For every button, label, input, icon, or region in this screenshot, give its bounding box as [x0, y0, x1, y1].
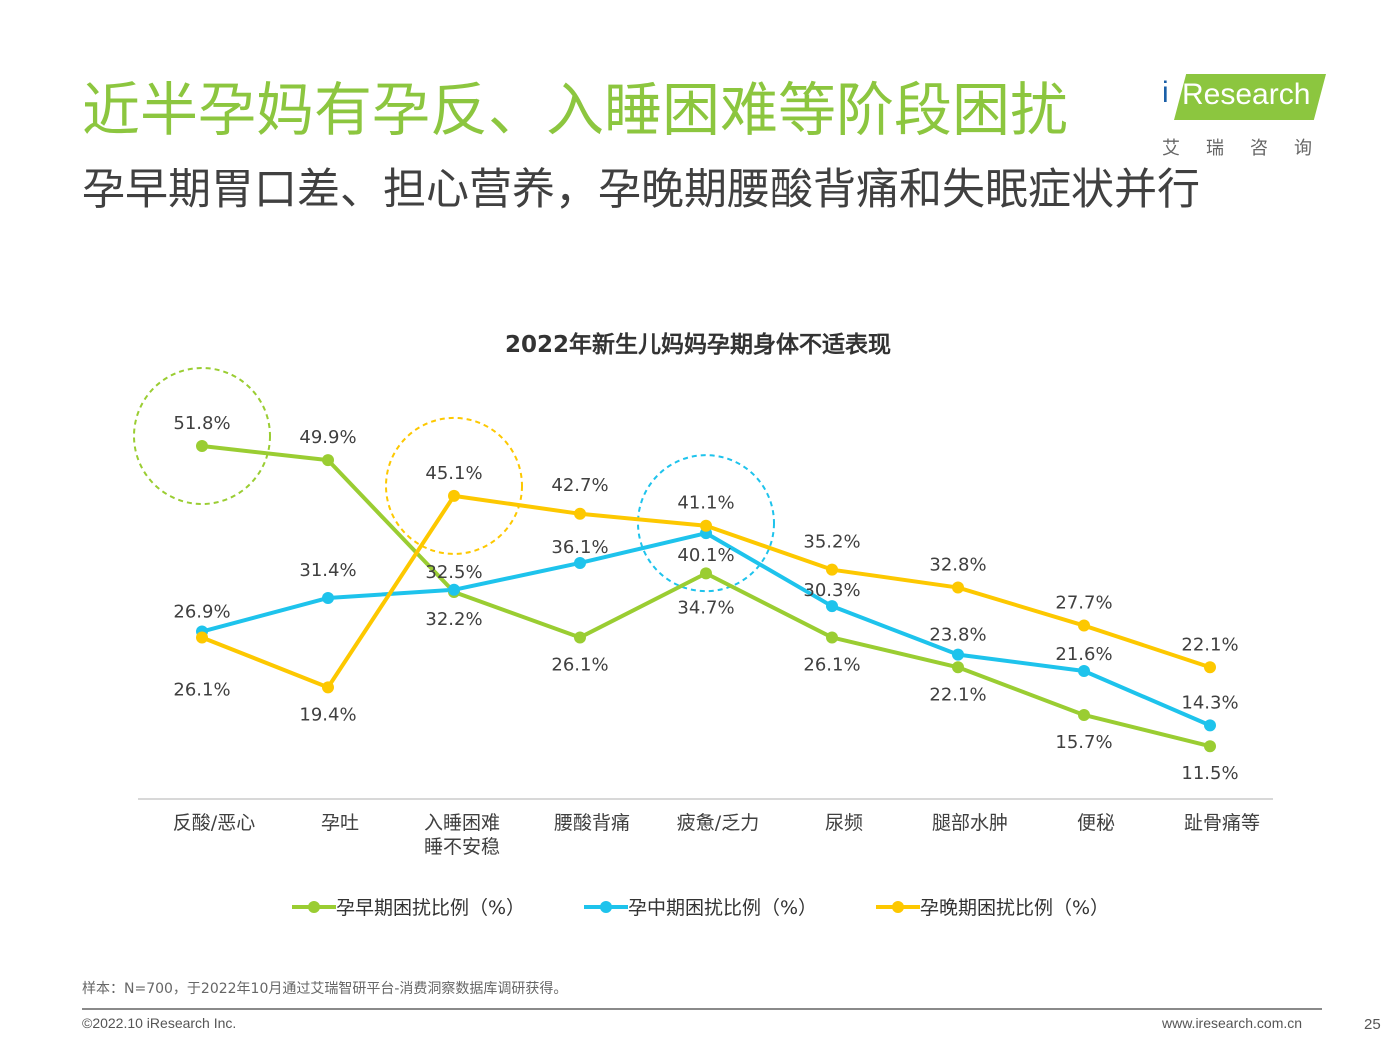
- data-point-s1-8: [1204, 719, 1216, 732]
- data-point-s0-4: [700, 567, 712, 580]
- legend-marker-0: [308, 901, 320, 913]
- data-point-s0-6: [952, 661, 964, 674]
- x-tick-label-1: 孕吐: [321, 812, 359, 834]
- data-label-s0-8: 11.5%: [1181, 763, 1238, 784]
- data-label-s1-8: 14.3%: [1181, 692, 1238, 713]
- line-chart: 2022年新生儿妈妈孕期身体不适表现 51.8% 26.9% 26.1% 49.9% 3…: [133, 331, 1273, 919]
- data-label-s1-7: 21.6%: [1055, 644, 1112, 665]
- legend-label-0: 孕早期困扰比例（%）: [336, 897, 525, 919]
- data-point-s2-0: [196, 631, 208, 644]
- legend-marker-1: [600, 901, 612, 913]
- highlight-circle-1: [385, 416, 523, 555]
- x-tick-label-0: 反酸/恶心: [173, 812, 255, 834]
- data-label-s0-3: 26.1%: [551, 654, 608, 675]
- data-label-s0-1: 49.9%: [299, 427, 356, 448]
- chart-title: 2022年新生儿妈妈孕期身体不适表现: [505, 331, 891, 358]
- page-title: 近半孕妈有孕反、入睡困难等阶段困扰: [82, 76, 1069, 144]
- data-point-s1-7: [1078, 664, 1090, 677]
- data-point-s1-2: [448, 583, 460, 596]
- logo-text: Research: [1182, 78, 1311, 111]
- highlight-circle-0: [133, 367, 271, 505]
- data-point-s0-7: [1078, 708, 1090, 721]
- iresearch-logo: i Research 艾瑞咨询: [1160, 72, 1335, 162]
- logo-subtitle: 艾瑞咨询: [1162, 138, 1338, 159]
- legend-label-2: 孕晚期困扰比例（%）: [920, 897, 1109, 919]
- logo-bar: [1174, 74, 1326, 120]
- data-label-s1-1: 31.4%: [299, 560, 356, 581]
- data-label-s2-0: 26.1%: [173, 679, 230, 700]
- x-tick-label-8: 趾骨痛等: [1184, 812, 1260, 834]
- data-point-s2-6: [952, 581, 964, 594]
- data-point-s2-1: [322, 681, 334, 694]
- data-label-s1-2: 32.5%: [425, 562, 482, 583]
- data-point-s2-7: [1078, 619, 1090, 632]
- highlight-circle-2: [637, 454, 775, 593]
- x-tick-label-2: 入睡困难睡不安稳: [424, 812, 500, 858]
- x-tick-label-4: 疲惫/乏力: [677, 812, 759, 834]
- data-label-s0-6: 22.1%: [929, 684, 986, 705]
- data-label-s1-5: 30.3%: [803, 580, 860, 601]
- data-label-s2-5: 35.2%: [803, 532, 860, 553]
- footer-divider: [82, 1008, 1322, 1010]
- data-point-s0-5: [826, 631, 838, 644]
- data-label-s1-0: 26.9%: [173, 602, 230, 623]
- data-label-s0-7: 15.7%: [1055, 732, 1112, 753]
- x-tick-labels: 反酸/恶心 孕吐 入睡困难睡不安稳 腰酸背痛 疲惫/乏力 尿频 腿部水肿 便秘 趾骨痛等: [173, 812, 1260, 858]
- data-point-s0-0: [196, 440, 208, 452]
- legend: 孕早期困扰比例（%） 孕中期困扰比例（%） 孕晚期困扰比例（%）: [292, 897, 1109, 919]
- data-point-s2-8: [1204, 661, 1216, 674]
- data-point-s0-1: [322, 454, 334, 467]
- data-point-s2-5: [826, 563, 838, 576]
- x-tick-label-6: 腿部水肿: [932, 812, 1008, 834]
- data-point-s0-3: [574, 631, 586, 644]
- data-point-s1-1: [322, 591, 334, 604]
- data-label-s1-3: 36.1%: [551, 537, 608, 558]
- data-point-s1-3: [574, 556, 586, 569]
- sample-note: 样本：N=700，于2022年10月通过艾瑞智研平台-消费洞察数据库调研获得。: [82, 981, 568, 997]
- data-label-s2-1: 19.4%: [299, 704, 356, 725]
- data-label-s2-2: 45.1%: [425, 463, 482, 484]
- x-tick-label-3: 腰酸背痛: [554, 812, 630, 834]
- data-point-s0-8: [1204, 740, 1216, 753]
- page-subtitle: 孕早期胃口差、担心营养，孕晚期腰酸背痛和失眠症状并行: [82, 165, 1200, 215]
- legend-marker-2: [892, 901, 904, 913]
- data-label-s0-4: 34.7%: [677, 597, 734, 618]
- data-label-s2-4: 41.1%: [677, 493, 734, 514]
- data-label-s2-6: 32.8%: [929, 555, 986, 576]
- series-points: [196, 440, 1216, 753]
- data-label-s1-4: 40.1%: [677, 545, 734, 566]
- data-label-s2-3: 42.7%: [551, 475, 608, 496]
- data-label-s0-2: 32.2%: [425, 609, 482, 630]
- logo-i: i: [1162, 76, 1169, 109]
- data-label-s2-8: 22.1%: [1181, 634, 1238, 655]
- copyright: ©2022.10 iResearch Inc.: [82, 1015, 237, 1031]
- data-label-s2-7: 27.7%: [1055, 593, 1112, 614]
- data-labels: 51.8% 26.9% 26.1% 49.9% 31.4% 19.4% 45.1% 32.5%…: [173, 413, 1238, 784]
- x-tick-label-7: 便秘: [1077, 812, 1115, 834]
- data-label-s0-0: 51.8%: [173, 413, 230, 434]
- data-point-s2-3: [574, 507, 586, 520]
- data-label-s0-5: 26.1%: [803, 654, 860, 675]
- data-point-s1-5: [826, 600, 838, 613]
- data-point-s1-6: [952, 648, 964, 661]
- x-tick-label-5: 尿频: [825, 812, 863, 834]
- legend-label-1: 孕中期困扰比例（%）: [628, 897, 817, 919]
- page-number: 25: [1364, 1016, 1381, 1033]
- website-url: www.iresearch.com.cn: [1162, 1015, 1303, 1031]
- highlight-circles: [133, 367, 775, 593]
- data-point-s2-2: [448, 489, 460, 502]
- data-point-s2-4: [700, 519, 712, 532]
- data-label-s1-6: 23.8%: [929, 625, 986, 646]
